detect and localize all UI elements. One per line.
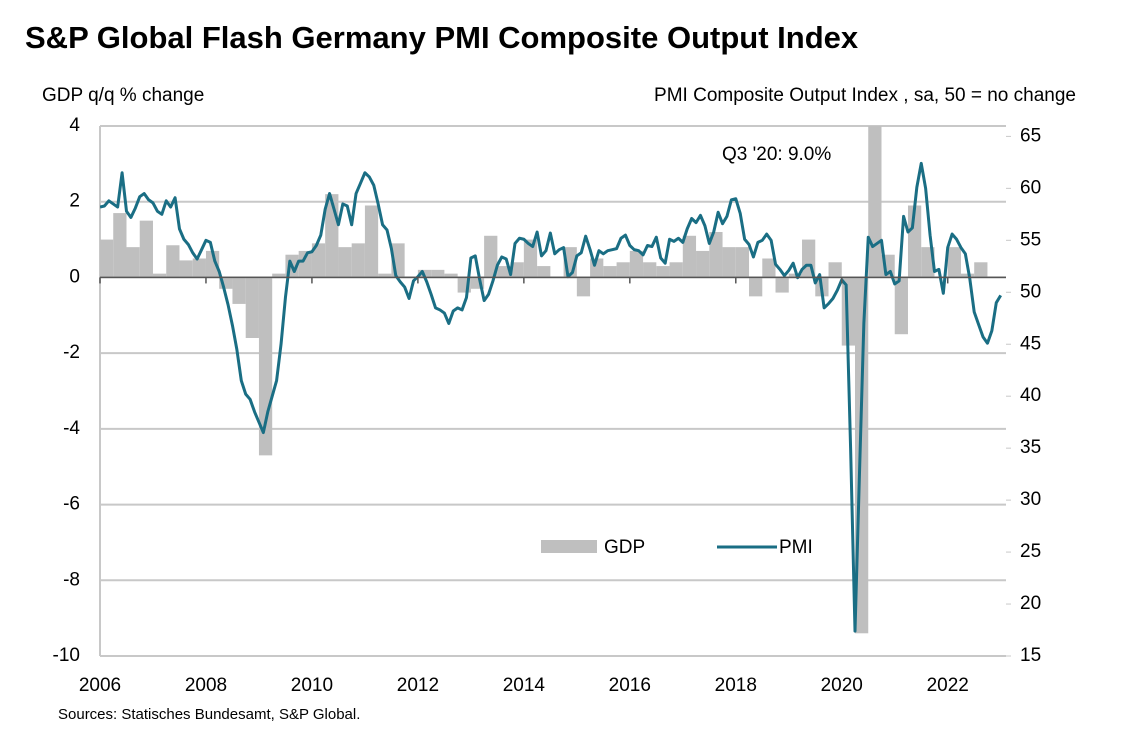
gdp-bar: [470, 277, 485, 289]
x-tick-label: 2012: [397, 675, 439, 696]
legend-label: PMI: [779, 537, 813, 558]
gdp-bar: [735, 247, 750, 278]
gdp-bar: [947, 247, 961, 278]
source-note: Sources: Statisches Bundesamt, S&P Globa…: [58, 706, 360, 723]
gdp-bar: [113, 213, 127, 278]
y2-tick-label: 65: [1020, 125, 1041, 146]
gdp-bar: [245, 277, 259, 338]
gdp-bar: [179, 260, 193, 278]
gdp-bar: [364, 205, 379, 278]
gdp-bar: [960, 273, 975, 278]
gdp-bar: [272, 273, 286, 278]
gdp-bar: [497, 266, 511, 278]
gdp-bar: [894, 277, 908, 335]
gdp-bar: [298, 250, 312, 278]
gdp-bar: [643, 262, 657, 278]
annotation: Q3 '20: 9.0%: [722, 144, 831, 165]
gdp-bar: [338, 247, 352, 278]
gdp-bar: [629, 250, 644, 278]
gdp-bar: [378, 273, 392, 278]
gdp-bar: [616, 262, 630, 278]
plot-area: [100, 126, 1002, 634]
x-tick-label: 2016: [609, 675, 651, 696]
x-tick-label: 2022: [927, 675, 969, 696]
pmi-line: [100, 161, 1002, 633]
y-tick-label: -10: [53, 645, 80, 666]
y-tick-label: -2: [63, 342, 80, 363]
y2-tick-label: 60: [1020, 177, 1041, 198]
gdp-bar: [669, 262, 683, 278]
gdp-bar: [722, 247, 736, 278]
gdp-bar: [351, 243, 365, 278]
chart-title: S&P Global Flash Germany PMI Composite O…: [25, 20, 859, 55]
gdp-bar: [828, 262, 842, 278]
y2-tick-label: 40: [1020, 385, 1041, 406]
gdp-bar: [775, 277, 789, 293]
gdp-bar: [484, 235, 498, 278]
gdp-bar: [152, 273, 167, 278]
gdp-bar: [682, 235, 697, 278]
gdp-bar: [192, 258, 206, 278]
y2-tick-label: 20: [1020, 593, 1041, 614]
y2-tick-label: 25: [1020, 541, 1041, 562]
y2-tick-label: 50: [1020, 281, 1041, 302]
y2-tick-label: 15: [1020, 645, 1041, 666]
y-tick-label: -8: [63, 569, 80, 590]
x-tick-label: 2008: [185, 675, 227, 696]
gdp-bar: [100, 239, 114, 278]
x-tick-label: 2006: [79, 675, 121, 696]
y-tick-label: 4: [69, 115, 80, 136]
gdp-bar: [537, 266, 551, 278]
gdp-bar: [749, 277, 763, 297]
y-tick-label: 2: [69, 191, 80, 212]
legend-label: GDP: [604, 537, 645, 558]
y2-tick-label: 55: [1020, 229, 1041, 250]
gdp-bar: [311, 243, 326, 278]
y-tick-label: 0: [69, 266, 80, 287]
gdp-bar: [205, 250, 220, 278]
y-tick-label: -6: [63, 494, 80, 515]
gdp-bar: [603, 266, 617, 278]
gdp-bar: [974, 262, 988, 278]
gdp-bar: [444, 273, 458, 278]
gdp-bar: [907, 205, 922, 278]
x-tick-label: 2010: [291, 675, 333, 696]
gdp-bar: [656, 266, 670, 278]
y2-tick-label: 45: [1020, 333, 1041, 354]
gdp-bar: [696, 250, 710, 278]
y2-tick-label: 35: [1020, 437, 1041, 458]
y-tick-label: -4: [63, 418, 80, 439]
y-axis-label: GDP q/q % change: [42, 85, 204, 106]
gdp-bar: [868, 126, 882, 278]
legend-swatch: [541, 540, 597, 553]
gdp-bar: [232, 277, 246, 304]
y2-axis-label: PMI Composite Output Index , sa, 50 = no…: [654, 85, 1076, 106]
x-tick-label: 2018: [715, 675, 757, 696]
gdp-bar: [431, 269, 445, 278]
x-tick-label: 2020: [821, 675, 863, 696]
gdp-bar: [510, 262, 524, 278]
gdp-bar: [576, 277, 591, 297]
gdp-bar: [523, 239, 538, 278]
gdp-bar: [139, 220, 153, 278]
gdp-bar: [126, 247, 140, 278]
x-tick-label: 2014: [503, 675, 546, 696]
y2-tick-label: 30: [1020, 489, 1041, 510]
gdp-bar: [762, 258, 776, 278]
gdp-bar: [709, 232, 723, 278]
gdp-bar: [219, 277, 233, 289]
gdp-bar: [166, 245, 180, 278]
